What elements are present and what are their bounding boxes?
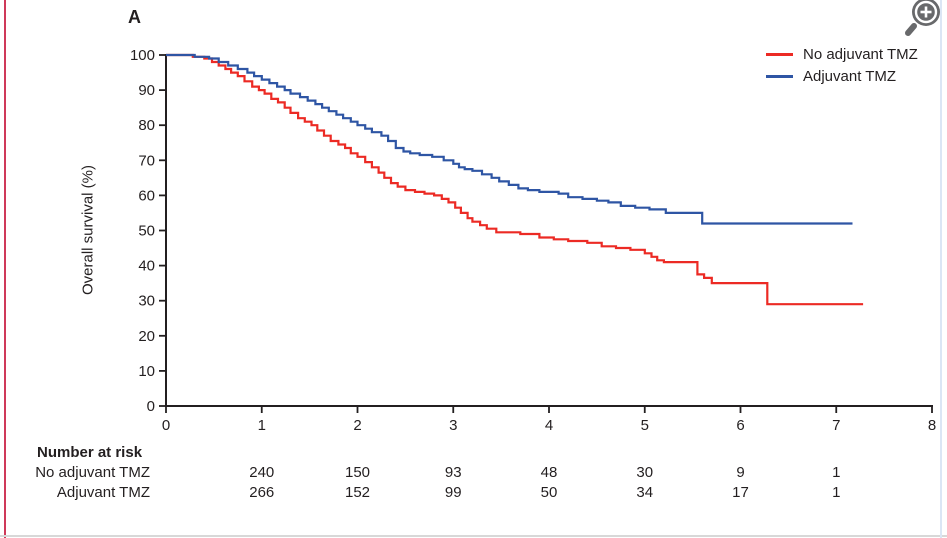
panel-label: A <box>128 7 141 27</box>
x-tick-label: 0 <box>162 417 170 434</box>
risk-count: 152 <box>344 484 371 501</box>
zoom-in-button[interactable] <box>902 0 946 38</box>
x-tick-label: 3 <box>449 417 457 434</box>
y-tick-label: 40 <box>138 258 155 275</box>
y-tick-label: 30 <box>138 293 155 310</box>
number-at-risk-header: Number at risk <box>37 444 143 461</box>
right-divider <box>940 0 942 538</box>
risk-count: 48 <box>540 464 558 481</box>
y-tick-label: 100 <box>130 47 155 64</box>
risk-count: 1 <box>832 464 841 481</box>
legend-item: Adjuvant TMZ <box>766 65 918 87</box>
km-curve-adjuvant-tmz <box>166 53 853 225</box>
km-plot: 0 10 20 30 40 50 60 70 80 90 100 0 1 2 3 4 5 6 7 8 <box>130 47 936 434</box>
magnifier-plus-icon <box>905 0 940 36</box>
risk-count: 9 <box>736 464 745 481</box>
x-tick-label: 1 <box>258 417 266 434</box>
x-tick-label: 5 <box>641 417 649 434</box>
y-tick-label: 50 <box>138 223 155 240</box>
y-tick-label: 80 <box>138 117 155 134</box>
y-tick-label: 10 <box>138 363 155 380</box>
risk-count: 17 <box>732 484 749 501</box>
page-accent-bar <box>4 0 6 538</box>
x-tick-label: 6 <box>736 417 744 434</box>
y-tick-label: 0 <box>147 398 155 415</box>
legend-swatch-red <box>766 52 793 56</box>
risk-row-label: No adjuvant TMZ <box>35 464 150 481</box>
legend-label: No adjuvant TMZ <box>803 45 918 63</box>
legend-swatch-blue <box>766 74 793 78</box>
x-tick-label: 7 <box>832 417 840 434</box>
risk-count: 240 <box>249 464 275 481</box>
risk-count: 30 <box>636 464 654 481</box>
legend-label: Adjuvant TMZ <box>803 67 897 85</box>
x-tick-label: 4 <box>545 417 553 434</box>
legend: No adjuvant TMZ Adjuvant TMZ <box>766 43 918 87</box>
x-tick-label: 8 <box>928 417 936 434</box>
risk-count: 150 <box>344 464 371 481</box>
bottom-divider <box>0 535 947 537</box>
risk-row-label: Adjuvant TMZ <box>56 484 150 501</box>
y-tick-label: 60 <box>138 187 155 204</box>
legend-item: No adjuvant TMZ <box>766 43 918 65</box>
km-curve-no-adjuvant-tmz <box>166 53 864 306</box>
y-tick-label: 70 <box>138 152 155 169</box>
risk-count: 266 <box>249 484 275 501</box>
y-tick-label: 20 <box>138 328 155 345</box>
risk-count: 34 <box>636 484 654 501</box>
risk-count: 1 <box>832 484 841 501</box>
risk-count: 50 <box>540 484 558 501</box>
risk-count: 93 <box>444 464 462 481</box>
risk-count: 99 <box>444 484 462 501</box>
x-tick-label: 2 <box>353 417 361 434</box>
y-tick-label: 90 <box>138 82 155 99</box>
